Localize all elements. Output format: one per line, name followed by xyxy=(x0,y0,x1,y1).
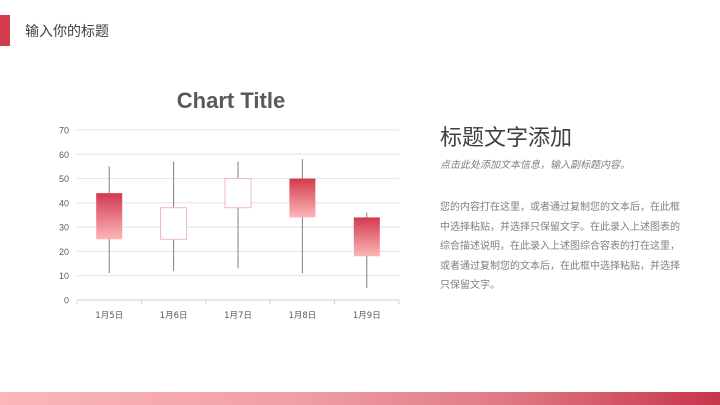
chart-title: Chart Title xyxy=(176,88,286,113)
header-title: 输入你的标题 xyxy=(25,24,109,40)
candle-body xyxy=(289,178,316,218)
candle-body xyxy=(224,178,252,209)
x-tick-label: 1月9日 xyxy=(353,311,381,321)
y-tick-label: 70 xyxy=(59,126,69,136)
y-tick-label: 60 xyxy=(59,150,69,160)
y-tick-label: 50 xyxy=(59,174,69,184)
y-tick-label: 20 xyxy=(59,247,69,257)
candle-body xyxy=(353,217,380,257)
x-tick-label: 1月7日 xyxy=(224,311,252,321)
x-tick-label: 1月8日 xyxy=(288,311,316,321)
y-tick-label: 30 xyxy=(59,223,69,233)
y-tick-label: 0 xyxy=(64,296,69,306)
y-tick-label: 10 xyxy=(59,271,69,281)
y-tick-label: 40 xyxy=(59,198,69,208)
side-title: 标题文字添加 xyxy=(440,126,573,151)
x-tick-label: 1月6日 xyxy=(160,311,188,321)
candle-body xyxy=(160,207,188,240)
x-tick-label: 1月5日 xyxy=(95,311,123,321)
candle-body xyxy=(96,193,123,240)
side-body-text: 您的内容打在这里，或者通过复制您的文本后，在此框中选择粘贴，并选择只保留文字。在… xyxy=(440,202,680,291)
side-subtitle: 点击此处添加文本信息，输入副标题内容。 xyxy=(440,160,630,171)
bottom-gradient-bar xyxy=(0,392,720,405)
header-accent-bar xyxy=(0,15,10,46)
